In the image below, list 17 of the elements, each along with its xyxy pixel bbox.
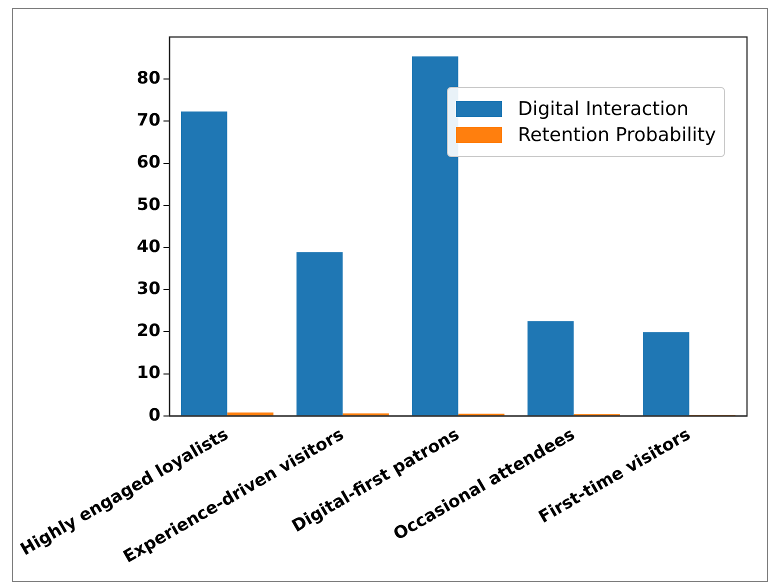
legend-label: Retention Probability <box>518 124 716 146</box>
y-tick-label: 20 <box>136 321 161 342</box>
y-tick-label: 70 <box>136 110 161 131</box>
y-tick-label: 10 <box>136 363 161 384</box>
y-tick-label: 60 <box>136 152 161 173</box>
bar <box>528 321 574 416</box>
bar <box>412 56 458 416</box>
y-tick-label: 40 <box>136 236 161 257</box>
y-tick-label: 50 <box>136 194 161 215</box>
bar <box>643 332 690 416</box>
y-tick-label: 0 <box>148 405 161 426</box>
y-tick-label: 30 <box>136 278 161 299</box>
legend-label: Digital Interaction <box>518 98 689 120</box>
bar <box>227 412 274 416</box>
y-tick-label: 80 <box>136 68 161 89</box>
bar <box>296 252 343 416</box>
bar <box>180 112 228 416</box>
